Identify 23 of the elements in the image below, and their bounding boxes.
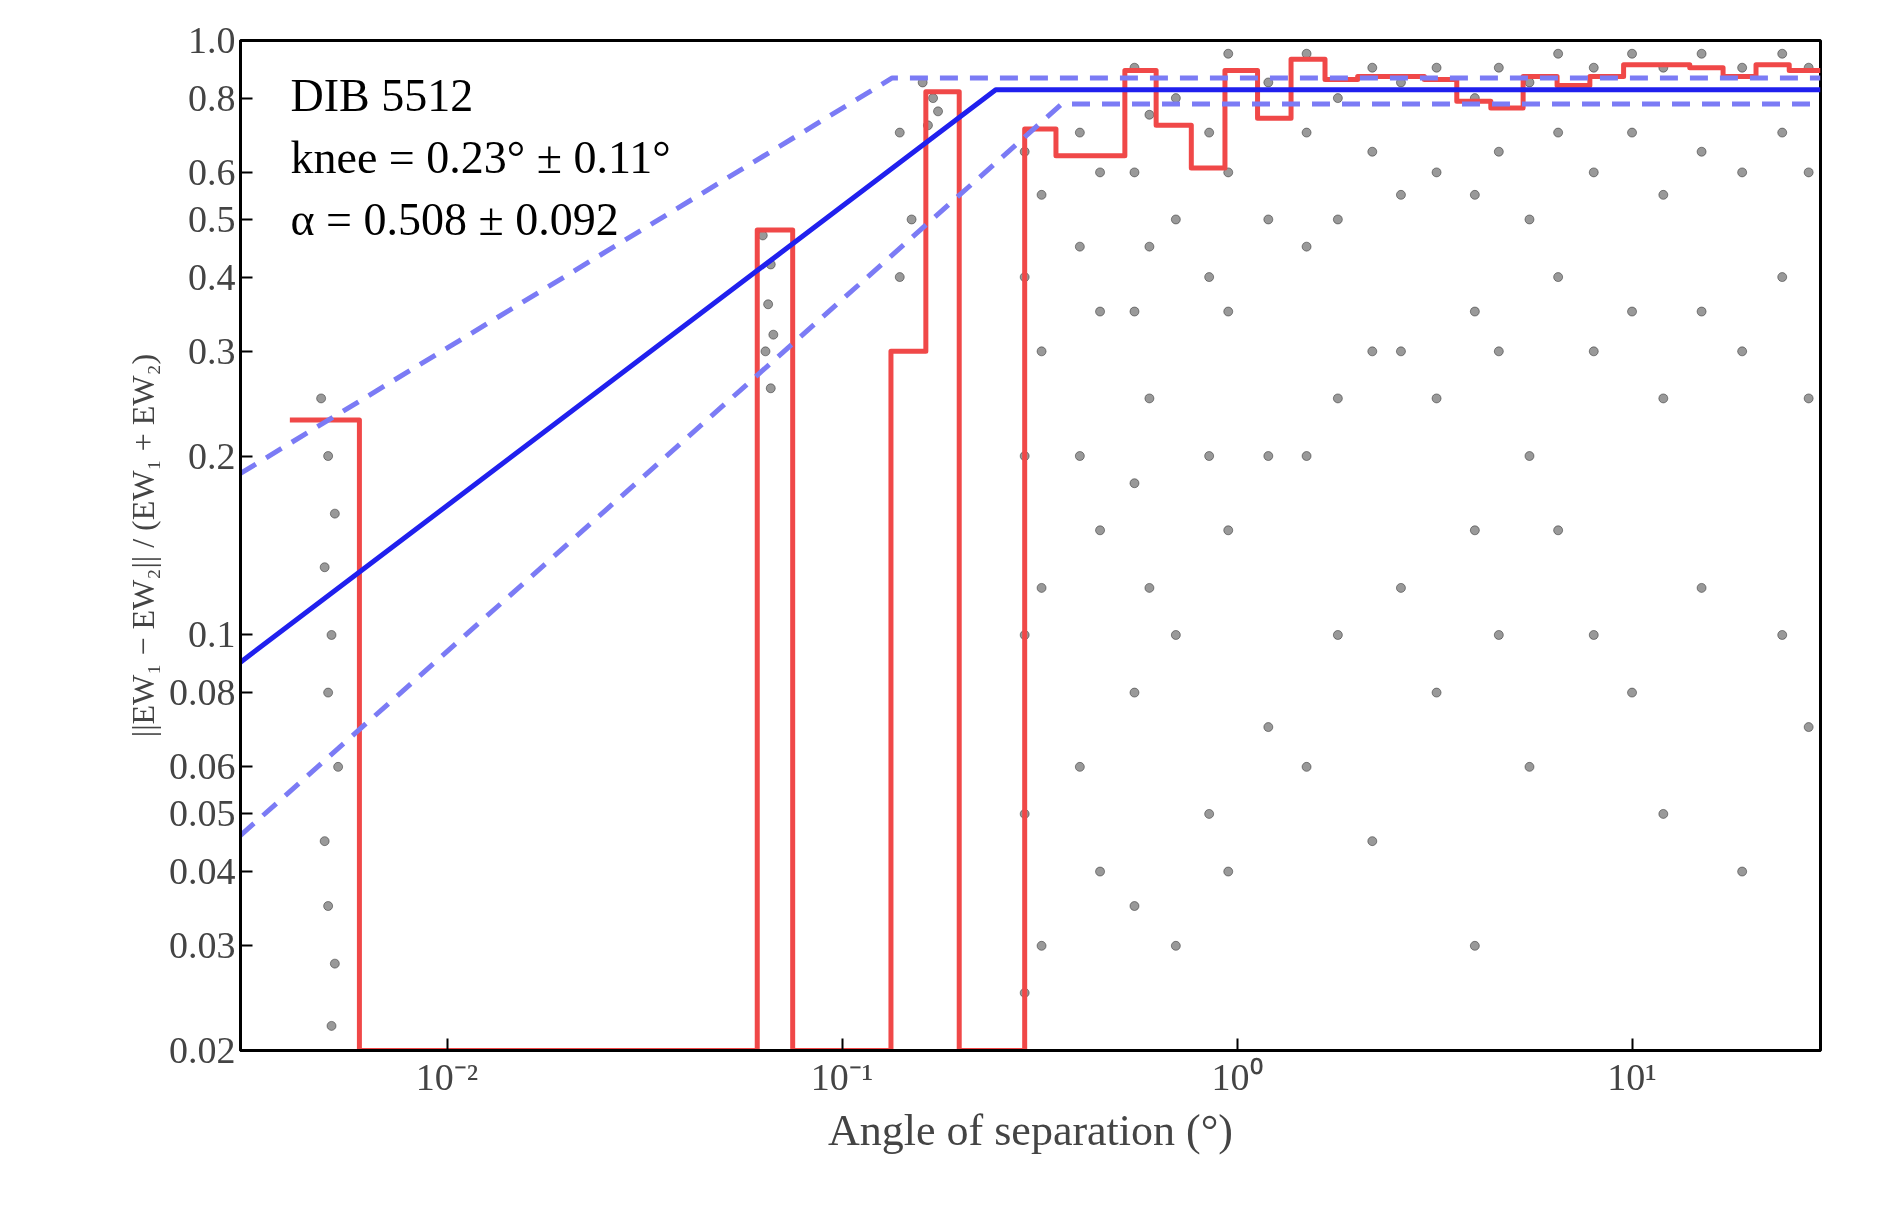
- y-tick-label: 0.04: [169, 850, 236, 893]
- y-tick-label: 0.5: [188, 197, 236, 240]
- annotation: knee = 0.23° ± 0.11°: [290, 131, 671, 183]
- y-tick-label: 0.08: [169, 671, 236, 714]
- y-tick-label: 0.8: [188, 76, 236, 119]
- y-tick-label: 0.3: [188, 329, 236, 372]
- annotation: α = 0.508 ± 0.092: [290, 193, 619, 245]
- y-tick-label: 0.2: [188, 434, 236, 477]
- y-tick-label: 0.03: [169, 924, 236, 967]
- x-axis-title: Angle of separation (°): [828, 1105, 1233, 1155]
- y-tick-label: 0.4: [188, 255, 236, 298]
- y-tick-label: 0.06: [169, 745, 236, 788]
- y-tick-label: 1.0: [188, 19, 236, 61]
- x-tick-label: 10⁻²: [415, 1055, 479, 1098]
- annotation: DIB 5512: [290, 69, 474, 121]
- y-tick-label: 0.6: [188, 150, 236, 193]
- x-tick-label: 10⁻¹: [810, 1055, 874, 1098]
- y-tick-label: 0.1: [188, 613, 236, 656]
- x-tick-label: 10¹: [1607, 1055, 1657, 1098]
- y-tick-label: 0.02: [169, 1029, 236, 1071]
- y-axis-title: ||EW₁ − EW₂|| / (EW₁ + EW₂): [125, 353, 161, 738]
- y-tick-label: 0.05: [169, 792, 236, 835]
- x-tick-label: 10⁰: [1211, 1055, 1263, 1098]
